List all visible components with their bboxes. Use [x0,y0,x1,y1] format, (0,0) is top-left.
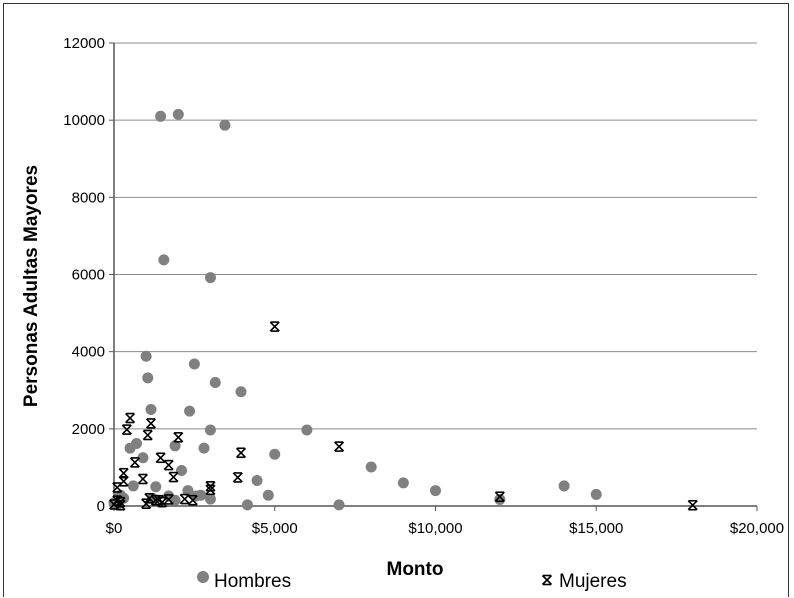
data-point-hombres [301,424,313,436]
data-point-hombres [172,108,184,120]
data-point-mujeres [137,473,149,485]
data-point-mujeres [179,493,190,505]
data-point-hombres [251,475,263,487]
data-point-mujeres [494,491,505,503]
series-mujeres [108,321,698,511]
y-tick-label: 12000 [63,35,105,52]
x-axis-label: Monto [387,559,444,580]
data-point-hombres [188,358,200,370]
x-tick-label: $0 [106,520,123,537]
x-tick-label: $5,000 [252,520,298,537]
data-point-mujeres [157,496,168,508]
data-point-hombres [195,489,207,501]
legend-marker-mujeres-glyph [541,574,553,586]
data-point-mujeres [333,441,345,452]
legend-marker-mujeres [541,574,553,586]
data-point-mujeres [141,498,152,509]
data-point-hombres [204,272,216,284]
legend-label-hombres: Hombres [214,571,291,592]
data-point-mujeres [187,494,198,506]
y-tick-label: 0 [97,498,105,515]
y-axis-label: Personas Adultas Mayores [21,165,42,407]
data-point-mujeres [232,472,243,483]
y-tick-label: 8000 [72,189,105,206]
data-point-hombres [219,119,231,131]
data-point-hombres [176,465,188,477]
data-point-mujeres [269,321,280,332]
data-point-mujeres [115,499,126,511]
x-tick-labels: $0 $5,000 $10,000 $15,000 $20,000 [106,520,784,537]
y-tick-labels: 0 2000 4000 6000 8000 10000 12000 [63,35,105,515]
data-point-hombres [142,372,154,384]
data-point-hombres [124,442,136,454]
data-point-mujeres [168,471,179,483]
data-point-hombres [204,493,216,505]
data-point-mujeres [125,412,136,424]
data-point-mujeres [155,452,166,464]
data-point-hombres [494,493,506,505]
data-point-hombres [558,480,570,492]
data-point-hombres [140,350,152,362]
data-point-mujeres [142,429,153,441]
data-point-mujeres [112,482,123,493]
data-point-mujeres [145,418,157,429]
legend-marker-hombres [197,571,209,583]
data-point-hombres [127,480,139,492]
data-point-hombres [241,499,253,511]
data-point-hombres [209,377,221,389]
x-tick-label: $15,000 [569,520,623,537]
data-point-mujeres [205,484,216,496]
y-tick-label: 2000 [72,421,105,438]
x-tick-label: $20,000 [730,520,784,537]
y-tick-label: 10000 [63,112,105,129]
x-tick-label: $10,000 [408,520,462,537]
data-point-hombres [184,405,196,417]
chart-frame [3,3,789,597]
data-point-hombres [365,461,377,473]
data-point-mujeres [173,432,184,443]
data-point-hombres [269,448,281,460]
data-point-mujeres [163,494,174,505]
data-point-hombres [137,452,149,464]
data-point-hombres [169,440,181,452]
data-point-mujeres [129,457,140,468]
series-hombres [108,108,602,511]
data-point-mujeres [115,496,126,508]
legend: Hombres Mujeres [197,571,627,592]
data-point-mujeres [235,447,247,459]
data-point-mujeres [121,424,132,435]
data-point-hombres [397,477,409,489]
data-point-hombres [262,489,274,501]
data-point-hombres [333,499,345,511]
data-point-hombres [590,488,602,500]
data-point-hombres [430,485,441,497]
y-tick-label: 6000 [72,267,105,284]
data-point-hombres [155,110,167,122]
data-point-hombres [235,386,247,398]
legend-label-mujeres: Mujeres [559,571,627,592]
axes [109,42,758,511]
data-point-hombres [204,424,216,436]
data-point-hombres [182,485,194,497]
gridlines [114,42,757,430]
y-tick-label: 4000 [72,344,105,361]
data-point-mujeres [687,499,698,511]
data-point-mujeres [163,459,174,471]
data-point-hombres [158,254,170,266]
data-point-hombres [198,442,210,454]
data-point-hombres [150,481,162,493]
data-point-hombres [145,404,157,416]
